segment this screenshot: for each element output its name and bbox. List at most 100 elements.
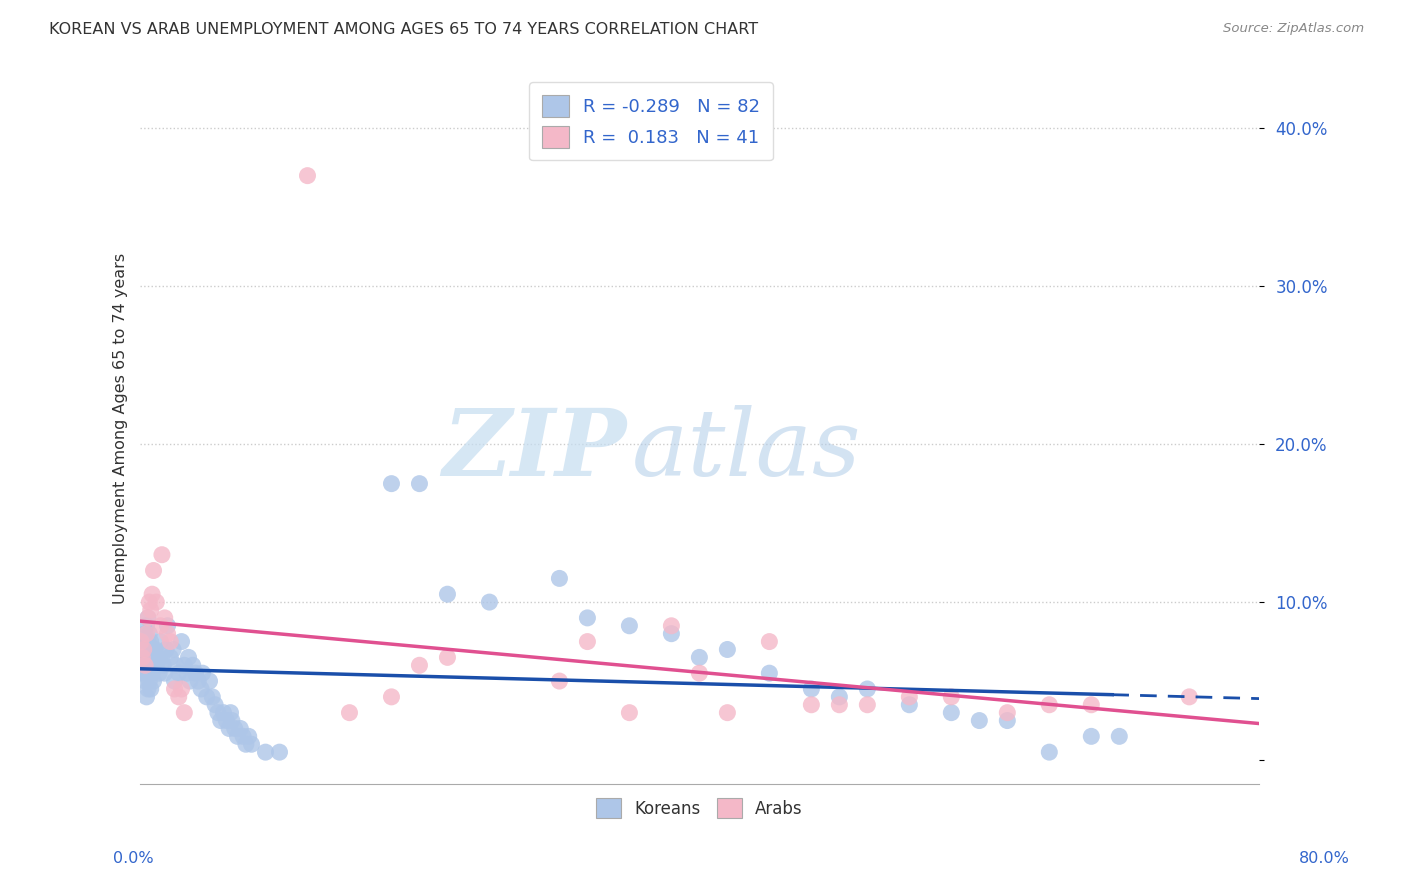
Point xyxy=(135,619,157,633)
Point xyxy=(135,690,157,704)
Point xyxy=(1080,730,1102,744)
Point xyxy=(139,658,162,673)
Text: KOREAN VS ARAB UNEMPLOYMENT AMONG AGES 65 TO 74 YEARS CORRELATION CHART: KOREAN VS ARAB UNEMPLOYMENT AMONG AGES 6… xyxy=(49,22,758,37)
Point xyxy=(800,681,823,696)
Point xyxy=(1178,690,1201,704)
Point xyxy=(132,642,155,657)
Point xyxy=(209,714,232,728)
Point xyxy=(155,642,177,657)
Point xyxy=(136,634,159,648)
Point xyxy=(661,619,683,633)
Point xyxy=(150,650,173,665)
Point xyxy=(129,650,152,665)
Point xyxy=(856,698,879,712)
Point xyxy=(408,476,430,491)
Point xyxy=(129,634,152,648)
Point xyxy=(478,595,501,609)
Point xyxy=(139,634,162,648)
Point xyxy=(136,611,159,625)
Point xyxy=(187,674,209,689)
Point xyxy=(136,681,159,696)
Point xyxy=(138,626,160,640)
Point xyxy=(138,650,160,665)
Point xyxy=(436,587,458,601)
Point xyxy=(163,681,186,696)
Point xyxy=(145,658,167,673)
Point xyxy=(548,674,571,689)
Point xyxy=(142,674,165,689)
Point xyxy=(150,548,173,562)
Point xyxy=(142,650,165,665)
Point xyxy=(198,674,221,689)
Point xyxy=(152,658,174,673)
Point xyxy=(159,634,181,648)
Point xyxy=(141,666,163,681)
Point xyxy=(716,642,738,657)
Point xyxy=(176,666,198,681)
Point xyxy=(240,737,263,751)
Point xyxy=(269,745,291,759)
Point xyxy=(173,658,195,673)
Text: 0.0%: 0.0% xyxy=(114,851,153,865)
Point xyxy=(134,626,156,640)
Point xyxy=(898,690,921,704)
Point xyxy=(138,674,160,689)
Point xyxy=(995,714,1018,728)
Point xyxy=(131,666,153,681)
Point xyxy=(576,611,599,625)
Point xyxy=(146,650,169,665)
Point xyxy=(716,706,738,720)
Point xyxy=(167,690,190,704)
Point xyxy=(173,706,195,720)
Text: ZIP: ZIP xyxy=(443,405,627,495)
Point xyxy=(170,634,193,648)
Point xyxy=(141,642,163,657)
Point xyxy=(576,634,599,648)
Y-axis label: Unemployment Among Ages 65 to 74 years: Unemployment Among Ages 65 to 74 years xyxy=(114,252,128,604)
Point xyxy=(229,722,252,736)
Point xyxy=(167,666,190,681)
Point xyxy=(177,650,200,665)
Point xyxy=(159,650,181,665)
Point xyxy=(135,626,157,640)
Point xyxy=(254,745,277,759)
Point xyxy=(134,674,156,689)
Point xyxy=(212,706,235,720)
Point xyxy=(1038,698,1060,712)
Point xyxy=(969,714,991,728)
Point xyxy=(661,626,683,640)
Point xyxy=(1080,698,1102,712)
Point xyxy=(941,706,963,720)
Point xyxy=(941,690,963,704)
Point xyxy=(139,681,162,696)
Point xyxy=(898,698,921,712)
Point xyxy=(134,658,156,673)
Point xyxy=(136,658,159,673)
Point xyxy=(145,595,167,609)
Point xyxy=(142,564,165,578)
Point xyxy=(165,658,187,673)
Point xyxy=(138,595,160,609)
Point xyxy=(156,626,179,640)
Point xyxy=(131,650,153,665)
Point xyxy=(380,690,402,704)
Point xyxy=(828,690,851,704)
Point xyxy=(195,690,218,704)
Point xyxy=(156,619,179,633)
Point xyxy=(204,698,226,712)
Point xyxy=(136,611,159,625)
Point xyxy=(191,666,214,681)
Point xyxy=(995,706,1018,720)
Point xyxy=(132,634,155,648)
Point xyxy=(224,722,246,736)
Point xyxy=(162,642,184,657)
Point xyxy=(1038,745,1060,759)
Point xyxy=(190,681,212,696)
Point xyxy=(297,169,319,183)
Point xyxy=(139,603,162,617)
Point xyxy=(143,642,166,657)
Point xyxy=(153,666,176,681)
Point xyxy=(131,642,153,657)
Point xyxy=(226,730,249,744)
Point xyxy=(181,658,204,673)
